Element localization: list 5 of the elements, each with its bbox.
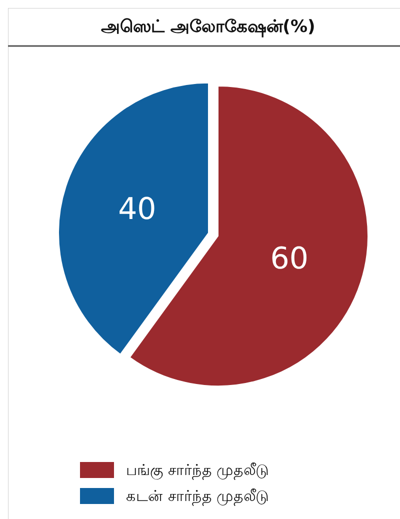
legend-label: பங்கு சார்ந்த முதலீடு (126, 461, 269, 480)
legend-label: கடன் சார்ந்த முதலீடு (126, 487, 269, 505)
data-label: 60 (270, 242, 308, 277)
data-label: 40 (118, 192, 156, 228)
chart-title: அஸெட் அலோகேஷன்(%) (100, 17, 316, 37)
